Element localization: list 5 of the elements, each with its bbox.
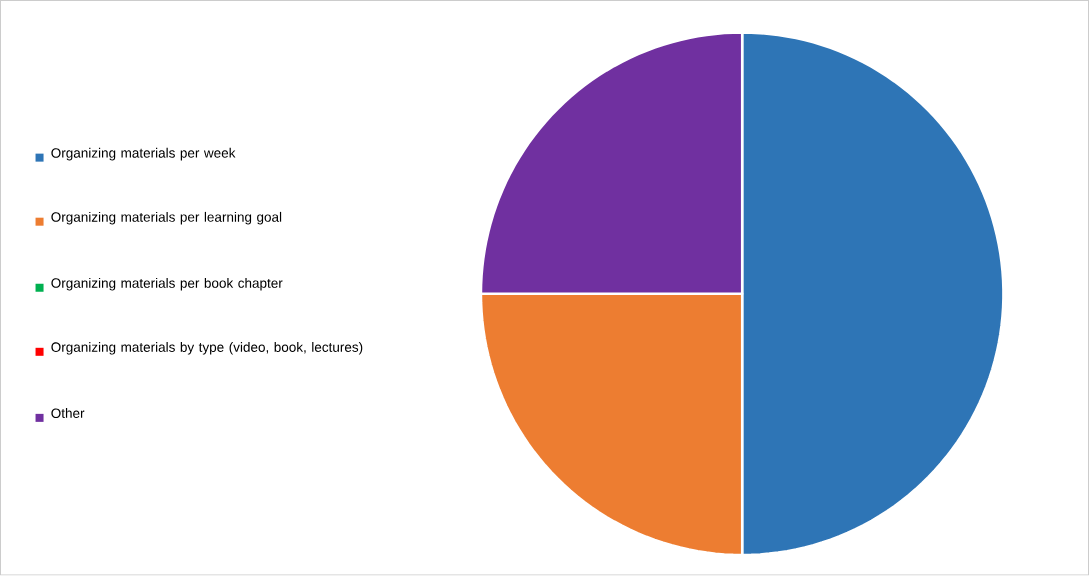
legend-label: Organizing materials per week: [51, 148, 236, 161]
legend-label: Organizing materials by type (video, book, lectures): [51, 342, 363, 355]
legend-label: Other: [51, 408, 85, 419]
legend-label: Organizing materials per learning goal: [51, 212, 282, 225]
legend-label: Organizing materials per book chapter: [51, 278, 283, 291]
